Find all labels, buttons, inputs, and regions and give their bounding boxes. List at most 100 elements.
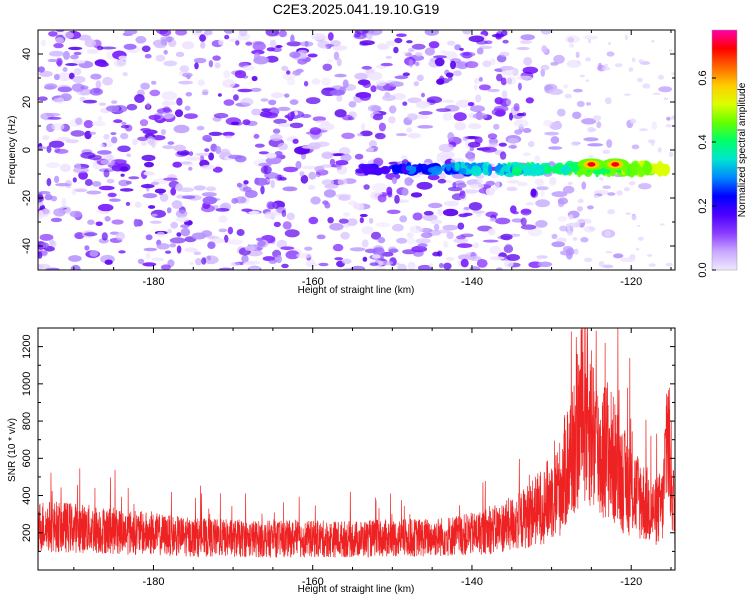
spectrogram-noise-blob bbox=[456, 99, 471, 108]
spectrogram-noise-blob bbox=[144, 161, 154, 168]
spectrogram-noise-blob bbox=[46, 145, 52, 153]
spectrogram-signal-blob bbox=[522, 164, 531, 172]
spectrogram-noise-blob bbox=[368, 217, 374, 224]
spectrogram-signal-blob bbox=[543, 165, 553, 175]
x-tick-label: -160 bbox=[302, 276, 324, 288]
spectrogram-noise-blob bbox=[276, 239, 288, 249]
spectrogram-noise-blob bbox=[494, 97, 504, 105]
spectrogram-noise-blob bbox=[446, 40, 456, 46]
spectrogram-noise-blob bbox=[402, 101, 408, 106]
spectrogram-noise-blob bbox=[265, 30, 280, 37]
spectrogram-noise-blob bbox=[148, 205, 156, 209]
spectrogram-noise-blob bbox=[296, 252, 312, 259]
spectrogram-noise-blob bbox=[628, 181, 636, 186]
spectrogram-noise-blob bbox=[575, 51, 580, 58]
spectrogram-noise-blob bbox=[208, 60, 214, 68]
spectrogram-noise-blob bbox=[142, 193, 158, 199]
spectrogram-noise-blob bbox=[184, 247, 198, 253]
spectrogram-noise-blob bbox=[460, 233, 474, 238]
spectrogram-noise-blob bbox=[482, 239, 499, 243]
spectrogram-noise-blob bbox=[540, 190, 545, 197]
spectrogram-noise-blob bbox=[275, 45, 283, 48]
spectrogram-noise-blob bbox=[462, 52, 471, 56]
spectrogram-noise-blob bbox=[568, 214, 574, 220]
spectrogram-noise-blob bbox=[583, 137, 599, 142]
spectrogram-noise-blob bbox=[593, 195, 599, 198]
spectrogram-noise-blob bbox=[241, 254, 249, 264]
spectrogram-noise-blob bbox=[176, 97, 183, 106]
spectrogram-noise-blob bbox=[422, 214, 438, 222]
spectrogram-noise-blob bbox=[385, 55, 392, 59]
spectrogram-noise-blob bbox=[407, 97, 422, 104]
spectrogram-noise-blob bbox=[100, 46, 117, 50]
spectrogram-noise-blob bbox=[90, 73, 102, 80]
spectrogram-signal-blob bbox=[497, 162, 502, 171]
spectrogram-noise-blob bbox=[629, 118, 637, 124]
spectrogram-noise-blob bbox=[467, 123, 482, 130]
spectrogram-noise-blob bbox=[273, 118, 287, 125]
spectrogram-noise-blob bbox=[134, 201, 142, 208]
spectrogram-noise-blob bbox=[320, 164, 335, 168]
spectrogram-noise-blob bbox=[118, 250, 126, 254]
colorbar: 0.0 0.2 0.4 0.6 Normalized spectral amplitu… bbox=[697, 29, 748, 278]
spectrogram-noise-blob bbox=[456, 182, 467, 189]
spectrogram-noise-blob bbox=[472, 210, 485, 214]
spectrogram-noise-blob bbox=[46, 162, 60, 169]
spectrogram-noise-blob bbox=[669, 49, 673, 52]
spectrogram-noise-blob bbox=[201, 91, 209, 96]
spectrogram-noise-blob bbox=[408, 47, 415, 53]
spectrogram-noise-blob bbox=[44, 83, 58, 90]
spectrogram-noise-blob bbox=[607, 209, 615, 215]
spectrogram-noise-blob bbox=[46, 178, 52, 187]
spectrogram-noise-blob bbox=[341, 114, 353, 121]
spectrogram-noise-blob bbox=[40, 242, 50, 249]
spectrogram-noise-blob bbox=[386, 186, 393, 196]
spectrogram-noise-blob bbox=[327, 32, 334, 41]
spectrogram-noise-blob bbox=[602, 264, 614, 269]
spectrogram-noise-blob bbox=[638, 183, 652, 190]
y-tick-label: 1000 bbox=[21, 372, 33, 396]
spectrogram-noise-blob bbox=[89, 250, 99, 257]
spectrogram-noise-blob bbox=[382, 94, 396, 102]
spectrogram-noise-blob bbox=[303, 80, 309, 87]
spectrogram-noise-blob bbox=[513, 119, 529, 128]
spectrogram-y-axis-label: Frequency (Hz) bbox=[7, 116, 18, 185]
spectrogram-noise-blob bbox=[418, 111, 433, 115]
spectrogram-noise-blob bbox=[312, 116, 326, 122]
spectrogram-noise-blob bbox=[349, 247, 366, 252]
spectrogram-noise-blob bbox=[42, 135, 50, 141]
spectrogram-noise-blob bbox=[128, 176, 140, 180]
spectrogram-signal-blob bbox=[656, 160, 664, 174]
spectrogram-noise-blob bbox=[121, 121, 127, 125]
spectrogram-noise-blob bbox=[320, 77, 331, 86]
spectrogram-noise-blob bbox=[195, 258, 202, 266]
spectrogram-signal-blob bbox=[551, 165, 557, 174]
spectrogram-noise-blob bbox=[500, 77, 507, 86]
spectrogram-noise-blob bbox=[427, 174, 440, 181]
spectrogram-noise-blob bbox=[456, 243, 473, 249]
spectrogram-noise-blob bbox=[45, 112, 61, 117]
spectrogram-noise-blob bbox=[242, 119, 251, 126]
spectrogram-noise-blob bbox=[207, 255, 211, 261]
spectrogram-noise-blob bbox=[373, 157, 384, 167]
y-tick-label: 1200 bbox=[21, 334, 33, 358]
spectrogram-noise-blob bbox=[156, 243, 170, 250]
spectrogram-noise-blob bbox=[141, 45, 151, 53]
spectrogram-noise-blob bbox=[197, 79, 205, 86]
spectrogram-noise-blob bbox=[223, 70, 231, 79]
spectrogram-noise-blob bbox=[440, 50, 447, 54]
spectrogram-noise-blob bbox=[120, 124, 130, 129]
spectrogram-noise-blob bbox=[602, 185, 611, 189]
spectrogram-noise-blob bbox=[143, 247, 158, 252]
spectrogram-noise-blob bbox=[162, 106, 171, 113]
spectrogram-noise-blob bbox=[495, 180, 500, 189]
spectrogram-signal-blob bbox=[355, 168, 367, 174]
spectrogram-noise-blob bbox=[323, 189, 336, 198]
spectrogram-noise-blob bbox=[354, 153, 364, 160]
spectrogram-noise-blob bbox=[354, 72, 369, 80]
spectrogram-noise-blob bbox=[513, 103, 520, 112]
spectrogram-noise-blob bbox=[277, 123, 293, 127]
spectrogram-noise-blob bbox=[493, 123, 500, 130]
spectrogram-noise-blob bbox=[309, 127, 322, 135]
spectrogram-noise-blob bbox=[639, 128, 648, 132]
